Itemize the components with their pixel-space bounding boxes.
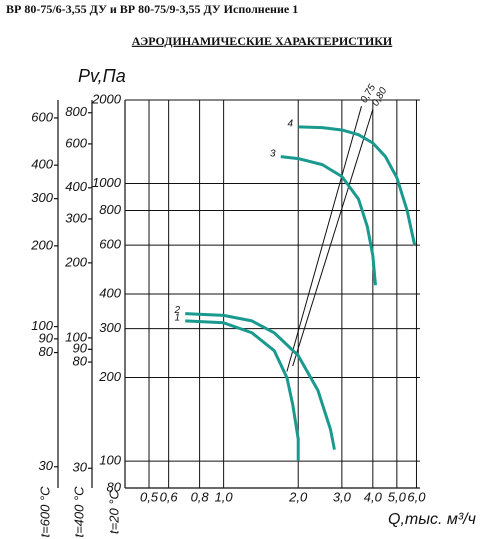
axis-temp-label: t=400 °C xyxy=(71,486,86,538)
curve-label: 4 xyxy=(287,119,293,130)
header: ВР 80-75/6-3,55 ДУ и ВР 80-75/9-3,55 ДУ … xyxy=(6,2,298,16)
y-tick-label: 400 xyxy=(65,179,87,194)
y-tick-label: 30 xyxy=(39,458,54,473)
y-tick-label: 200 xyxy=(30,237,53,252)
efficiency-line xyxy=(286,106,362,372)
y-tick-label: 600 xyxy=(31,109,53,124)
y-tick-label: 600 xyxy=(99,237,121,252)
y-tick-label: 2000 xyxy=(91,91,122,106)
y-tick-label: 400 xyxy=(99,285,121,300)
y-axis-label: Pv,Па xyxy=(78,66,126,86)
x-tick-label: 0,8 xyxy=(191,489,210,504)
curve xyxy=(185,319,300,462)
axis-temp-label: t=600 °C xyxy=(37,486,52,538)
x-axis-label: Q,тыс. м³/ч xyxy=(388,511,476,528)
curve xyxy=(280,155,377,286)
x-tick-label: 1,0 xyxy=(215,489,234,504)
y-tick-label: 1000 xyxy=(92,175,122,190)
y-tick-label: 800 xyxy=(99,202,121,217)
y-tick-label: 90 xyxy=(39,330,54,345)
curve-label: 2 xyxy=(173,305,180,316)
y-tick-label: 200 xyxy=(98,369,121,384)
y-tick-label: 100 xyxy=(65,329,87,344)
curve xyxy=(298,125,417,246)
y-tick-label: 400 xyxy=(31,157,53,172)
y-tick-label: 80 xyxy=(39,344,54,359)
y-tick-label: 600 xyxy=(65,135,87,150)
y-tick-label: 200 xyxy=(64,254,87,269)
y-tick-label: 300 xyxy=(31,190,53,205)
y-tick-label: 80 xyxy=(73,353,88,368)
y-tick-label: 30 xyxy=(73,460,88,475)
curve-label: 3 xyxy=(270,148,276,159)
x-tick-label: 5,0 xyxy=(388,489,407,504)
curve xyxy=(185,312,336,450)
x-tick-label: 3,0 xyxy=(333,489,352,504)
x-tick-label: 0,5 xyxy=(140,489,159,504)
y-tick-label: 800 xyxy=(65,104,87,119)
curve-label: 1 xyxy=(174,313,180,324)
y-tick-label: 90 xyxy=(73,341,88,356)
subtitle: АЭРОДИНАМИЧЕСКИЕ ХАРАКТЕРИСТИКИ xyxy=(132,34,393,48)
y-tick-label: 100 xyxy=(31,318,53,333)
x-tick-label: 4,0 xyxy=(364,489,383,504)
y-tick-label: 300 xyxy=(65,210,87,225)
efficiency-line xyxy=(292,109,374,367)
axis-temp-label: t=20 °C xyxy=(106,489,121,533)
x-tick-label: 0,6 xyxy=(160,489,179,504)
x-tick-label: 2,0 xyxy=(288,489,308,504)
x-tick-label: 6,0 xyxy=(407,489,426,504)
y-tick-label: 300 xyxy=(99,320,121,335)
y-tick-label: 100 xyxy=(99,453,121,468)
y-tick-label: 80 xyxy=(107,479,122,494)
